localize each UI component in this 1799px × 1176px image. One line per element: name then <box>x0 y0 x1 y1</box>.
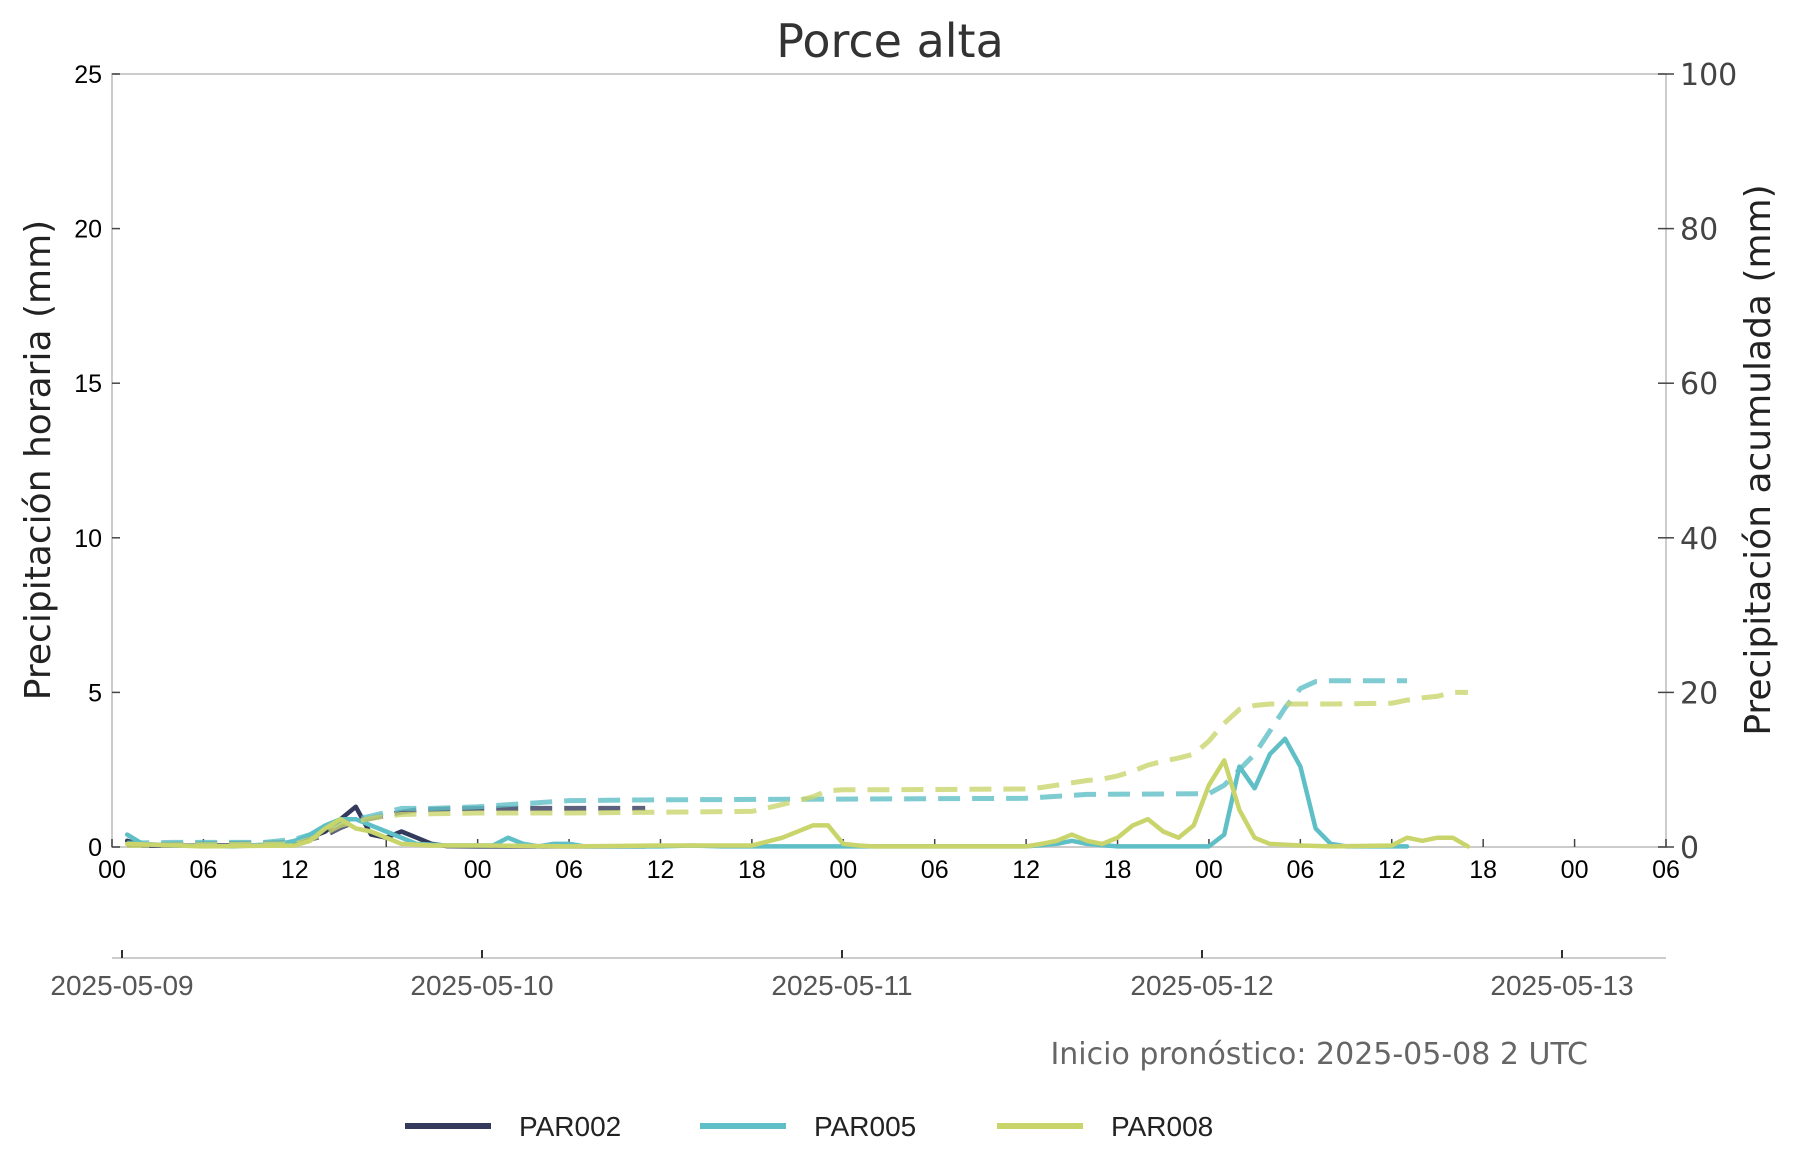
right-y-tick-label: 100 <box>1680 58 1737 93</box>
left-y-tick-label: 25 <box>74 61 102 89</box>
date-tick-label: 2025-05-11 <box>771 970 912 1001</box>
date-tick-label: 2025-05-10 <box>410 970 553 1001</box>
x-tick-label: 12 <box>647 856 675 884</box>
x-tick-label: 06 <box>555 856 583 884</box>
forecast-start-annotation: Inicio pronóstico: 2025-05-08 2 UTC <box>1050 1037 1588 1072</box>
legend: PAR002 PAR005 PAR008 <box>405 1111 1213 1142</box>
x-tick-label: 12 <box>1378 856 1406 884</box>
chart-title: Porce alta <box>776 14 1004 68</box>
legend-label-PAR008: PAR008 <box>1111 1111 1213 1142</box>
x-tick-label: 00 <box>464 856 492 884</box>
right-y-tick-label: 80 <box>1680 213 1718 248</box>
x-tick-label: 18 <box>372 856 400 884</box>
right-y-tick-label: 0 <box>1680 831 1699 866</box>
left-y-tick-label: 10 <box>74 525 102 553</box>
x-tick-label: 06 <box>921 856 949 884</box>
left-y-axis: 0 5 10 15 20 25 <box>74 61 120 862</box>
legend-label-PAR002: PAR002 <box>519 1111 621 1142</box>
x-tick-label: 06 <box>190 856 218 884</box>
left-y-tick-label: 0 <box>88 834 102 862</box>
series-hourly-PAR008 <box>124 758 1471 849</box>
right-y-tick-label: 40 <box>1680 522 1718 557</box>
right-y-tick-label: 20 <box>1680 676 1718 711</box>
left-y-axis-label: Precipitación horaria (mm) <box>18 220 59 700</box>
date-tick-label: 2025-05-09 <box>50 970 193 1001</box>
x-tick-label: 18 <box>1104 856 1132 884</box>
plot-frame <box>111 73 1667 848</box>
series-cumulative-PAR005 <box>127 678 1407 846</box>
left-y-tick-label: 15 <box>74 370 102 398</box>
series-cumulative-PAR008 <box>127 689 1468 848</box>
date-tick-label: 2025-05-13 <box>1490 970 1633 1001</box>
right-y-axis: 0 20 40 60 80 100 <box>1658 58 1737 866</box>
x-tick-label: 00 <box>1561 856 1589 884</box>
x-tick-label: 00 <box>829 856 857 884</box>
x-tick-label: 06 <box>1286 856 1314 884</box>
x-tick-label: 18 <box>738 856 766 884</box>
x-tick-label: 00 <box>98 856 126 884</box>
date-axis: 2025-05-09 2025-05-10 2025-05-11 2025-05-12… <box>50 950 1634 1001</box>
date-tick-label: 2025-05-12 <box>1130 970 1273 1001</box>
series-layer <box>124 678 1471 849</box>
right-y-axis-label: Precipitación acumulada (mm) <box>1738 184 1779 735</box>
left-y-tick-label: 5 <box>88 679 102 707</box>
right-y-tick-label: 60 <box>1680 367 1718 402</box>
x-tick-label: 06 <box>1652 856 1680 884</box>
x-tick-label: 00 <box>1195 856 1223 884</box>
x-tick-label: 12 <box>1012 856 1040 884</box>
x-axis-hour-ticks: 00 06 12 18 00 06 12 18 00 06 12 18 00 06 12 18 00 06 <box>98 839 1680 884</box>
x-tick-label: 12 <box>281 856 309 884</box>
x-tick-label: 18 <box>1469 856 1497 884</box>
legend-label-PAR005: PAR005 <box>814 1111 916 1142</box>
left-y-tick-label: 20 <box>74 216 102 244</box>
